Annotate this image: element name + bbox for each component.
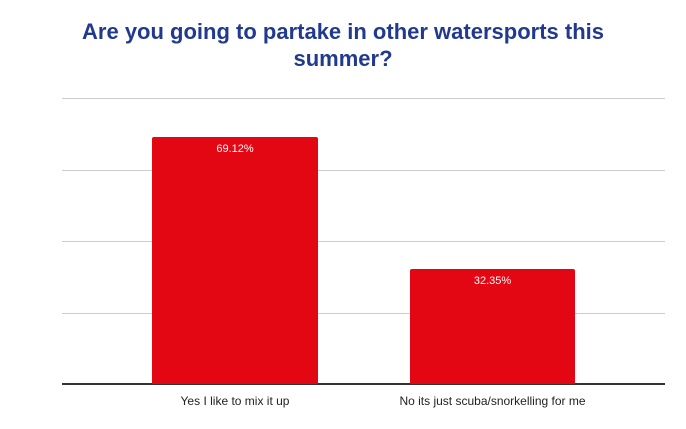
- bar-yes: 69.12%: [152, 137, 318, 384]
- x-axis-line: [62, 383, 665, 385]
- gridline-60: [62, 169, 665, 171]
- data-label: 32.35%: [473, 275, 512, 287]
- gridline-40: [62, 241, 665, 242]
- gridline-80: [62, 98, 665, 99]
- gridline-20: [62, 312, 665, 314]
- chart-title: Are you going to partake in other waters…: [0, 18, 686, 72]
- plot-area: 69.12% 32.35%: [62, 98, 665, 385]
- x-tick-label: Yes I like to mix it up: [180, 394, 290, 408]
- data-label: 69.12%: [216, 143, 254, 155]
- chart-title-line-2: summer?: [293, 46, 393, 71]
- chart-title-line-1: Are you going to partake in other waters…: [82, 19, 604, 44]
- bar-no: 32.35%: [410, 269, 575, 384]
- x-tick-label: No its just scuba/snorkelling for me: [399, 394, 586, 408]
